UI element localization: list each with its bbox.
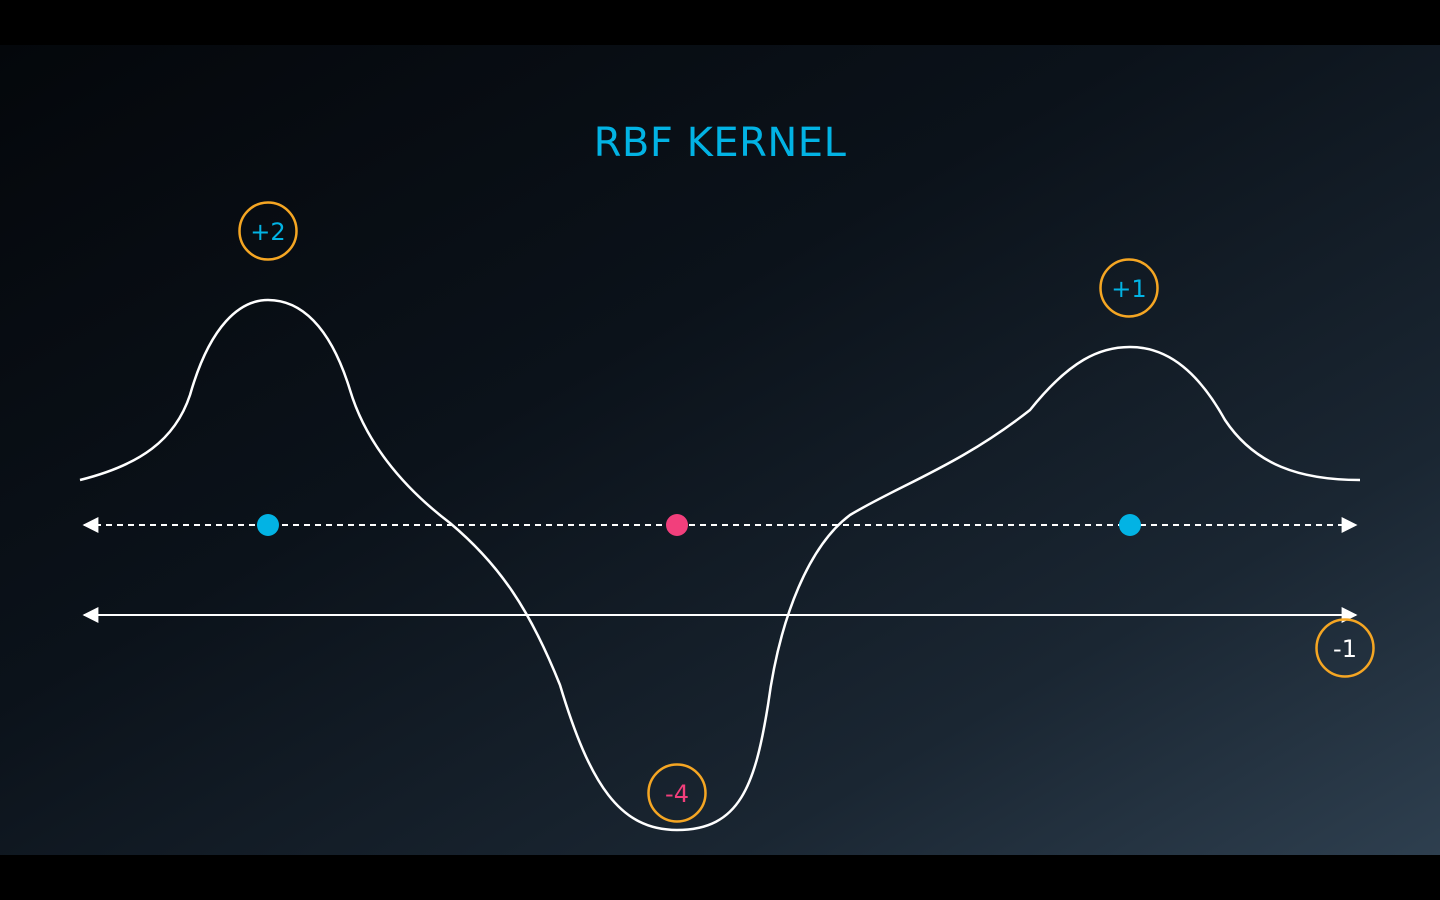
weight-label-left: +2 xyxy=(250,218,285,246)
weight-circle-middle: -4 xyxy=(647,763,707,823)
slide-title: RBF KERNEL xyxy=(593,120,847,166)
weight-label-middle: -4 xyxy=(665,780,689,808)
weight-circle-right: +1 xyxy=(1099,258,1159,318)
point-left-blue xyxy=(257,514,279,536)
slide: RBF KERNEL +2 xyxy=(0,45,1440,855)
point-right-blue xyxy=(1119,514,1141,536)
weight-circle-left: +2 xyxy=(238,201,298,261)
threshold-circle: -1 xyxy=(1315,618,1375,678)
rbf-curve xyxy=(79,298,1361,832)
weight-label-right: +1 xyxy=(1111,275,1146,303)
threshold-label: -1 xyxy=(1333,635,1357,663)
rbf-diagram: +2 -4 +1 -1 xyxy=(79,201,1375,832)
point-middle-pink xyxy=(666,514,688,536)
